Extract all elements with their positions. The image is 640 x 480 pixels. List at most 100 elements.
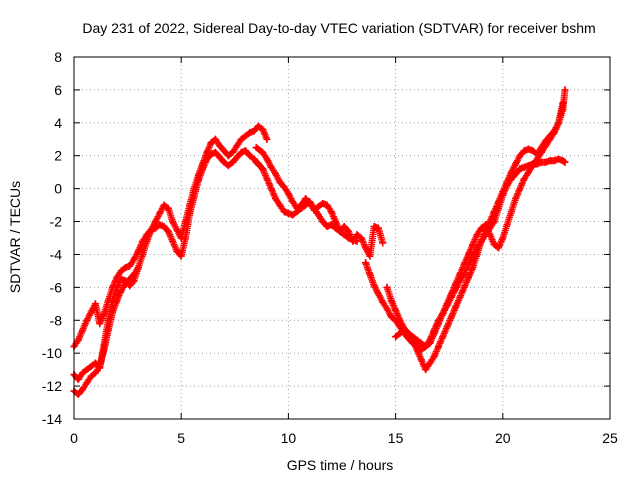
data-point: [422, 343, 430, 351]
data-point: [417, 356, 425, 364]
data-point: [173, 226, 181, 234]
data-point: [74, 376, 82, 384]
series-8: [392, 86, 569, 351]
data-point: [104, 326, 112, 334]
data-point: [263, 175, 271, 183]
data-point: [160, 201, 168, 209]
x-tick-label: 10: [281, 430, 297, 446]
data-point: [242, 147, 250, 155]
y-tick-label: -14: [42, 411, 62, 427]
data-point: [525, 145, 533, 153]
data-point: [83, 379, 91, 387]
data-point: [134, 264, 142, 272]
data-point: [259, 148, 267, 156]
data-point: [503, 221, 511, 229]
data-point: [499, 188, 507, 196]
data-point: [100, 310, 108, 318]
data-point: [409, 333, 417, 341]
data-point: [121, 264, 129, 272]
data-point: [486, 231, 494, 239]
data-point: [220, 158, 228, 166]
data-point: [396, 329, 404, 337]
data-point: [212, 148, 220, 156]
data-point: [83, 366, 91, 374]
data-point: [160, 222, 168, 230]
data-point: [370, 282, 378, 290]
data-point: [525, 168, 533, 176]
data-point: [323, 222, 331, 230]
y-tick-label: 0: [54, 181, 62, 197]
data-point: [439, 333, 447, 341]
y-tick-label: -8: [50, 312, 63, 328]
data-point: [207, 150, 215, 158]
data-point: [349, 236, 357, 244]
data-point: [426, 339, 434, 347]
data-point: [186, 209, 194, 217]
data-point: [151, 218, 159, 226]
data-point: [323, 201, 331, 209]
data-point: [74, 336, 82, 344]
data-point: [443, 300, 451, 308]
data-point: [482, 221, 490, 229]
plot-frame: [73, 56, 611, 420]
data-point: [516, 185, 524, 193]
data-point: [272, 195, 280, 203]
data-point: [259, 165, 267, 173]
data-point: [194, 176, 202, 184]
data-point: [520, 175, 528, 183]
data-point: [413, 336, 421, 344]
data-point: [267, 163, 275, 171]
data-point: [353, 231, 361, 239]
data-point: [469, 264, 477, 272]
data-point: [319, 199, 327, 207]
data-point: [276, 178, 284, 186]
data-point: [139, 250, 147, 258]
y-tick-label: 8: [54, 49, 62, 65]
data-point: [276, 201, 284, 209]
data-point: [252, 158, 260, 166]
data-point: [224, 152, 232, 160]
data-point: [486, 218, 494, 226]
data-point: [344, 234, 352, 242]
data-point: [164, 204, 172, 212]
data-point: [430, 352, 438, 360]
data-point: [177, 252, 185, 260]
data-point: [512, 160, 520, 168]
data-point: [293, 208, 301, 216]
data-point: [477, 224, 485, 232]
data-point: [456, 293, 464, 301]
data-point: [169, 218, 177, 226]
data-point: [327, 208, 335, 216]
x-axis-label: GPS time / hours: [287, 457, 394, 473]
data-point: [473, 231, 481, 239]
data-point: [362, 244, 370, 252]
data-point: [499, 234, 507, 242]
data-point: [181, 234, 189, 242]
y-tick-label: 4: [54, 115, 62, 131]
x-tick-label: 20: [495, 430, 511, 446]
y-tick-label: -2: [50, 214, 63, 230]
data-point: [400, 326, 408, 334]
data-point: [246, 152, 254, 160]
data-point: [434, 343, 442, 351]
data-point: [314, 211, 322, 219]
data-point: [452, 280, 460, 288]
data-point: [246, 129, 254, 137]
data-point: [490, 208, 498, 216]
data-point: [344, 227, 352, 235]
data-point: [542, 158, 550, 166]
data-point: [306, 198, 314, 206]
data-point: [516, 165, 524, 173]
data-point: [297, 204, 305, 212]
data-point: [96, 320, 104, 328]
data-point: [319, 218, 327, 226]
data-point: [220, 147, 228, 155]
data-point: [555, 119, 563, 127]
data-point: [434, 320, 442, 328]
data-point: [495, 244, 503, 252]
data-point: [447, 313, 455, 321]
y-tick-label: -12: [42, 378, 62, 394]
data-point: [113, 283, 121, 291]
x-tick-label: 0: [70, 430, 78, 446]
data-point: [280, 183, 288, 191]
